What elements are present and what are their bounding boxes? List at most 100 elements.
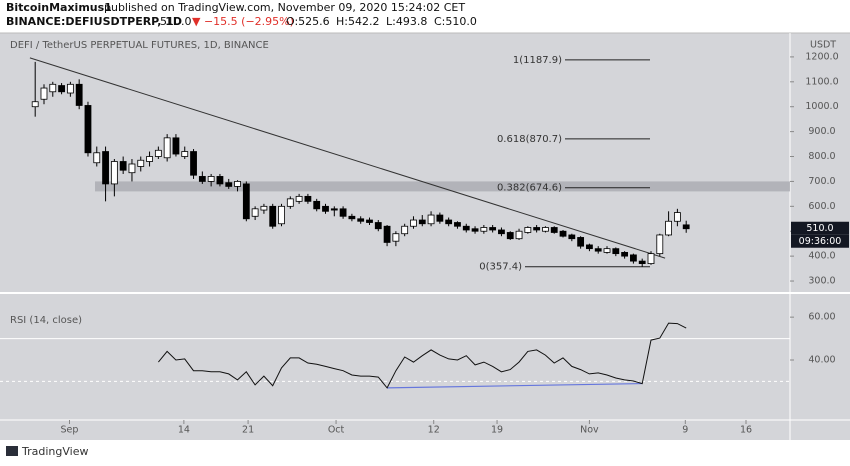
ohlc: O:525.6: [286, 15, 330, 28]
y-tick-label: 1000.0: [805, 101, 838, 112]
candle-body: [84, 105, 92, 154]
trendline: [29, 57, 666, 259]
candle-body: [454, 222, 461, 227]
footer: TradingView: [21, 445, 88, 458]
candle-body: [577, 237, 585, 247]
candle-body: [506, 232, 514, 240]
fib-label: 0(357.4): [479, 262, 522, 273]
candle-body: [163, 137, 171, 159]
logo: [6, 446, 18, 456]
candle-body: [31, 101, 39, 108]
chart-title: DEFI / TetherUS PERPETUAL FUTURES, 1D, B…: [10, 40, 269, 51]
y-tick-label: 300.0: [808, 276, 835, 287]
fib-label: 0.382(674.6): [497, 183, 562, 194]
candle-body: [278, 205, 285, 225]
candle-body: [401, 225, 409, 235]
candle-body: [533, 227, 541, 231]
y-tick-label: 900.0: [808, 126, 835, 137]
candle-body: [234, 181, 241, 187]
candle-body: [515, 230, 523, 240]
symbol: BINANCE:DEFIUSDTPERP, 1D: [6, 15, 182, 28]
candle-body: [154, 149, 162, 157]
axis-unit: USDT: [810, 40, 836, 51]
x-tick-label: Sep: [61, 425, 79, 436]
candle-body: [418, 219, 426, 225]
x-tick-label: Oct: [328, 425, 345, 436]
divergence-line: [387, 382, 643, 389]
countdown-label: 09:36:00: [799, 236, 842, 247]
candle-body: [550, 227, 558, 233]
y-tick-label: 400.0: [808, 251, 835, 262]
x-tick-label: 16: [740, 425, 752, 436]
fib-label: 0.618(870.7): [497, 134, 562, 145]
candle-body: [568, 234, 576, 240]
y-tick-label: 40.00: [808, 355, 835, 366]
candle-body: [66, 83, 74, 94]
x-tick-label: 12: [428, 425, 440, 436]
ohlc: C:510.0: [434, 15, 477, 28]
candle-body: [374, 222, 382, 230]
candle-body: [586, 244, 593, 250]
candle-body: [489, 227, 497, 231]
candle-body: [40, 87, 48, 100]
x-tick-label: 19: [491, 425, 503, 436]
price-tag-label: 510.0: [806, 223, 833, 234]
candle-body: [445, 219, 453, 225]
candle-body: [216, 176, 224, 185]
candle-body: [322, 205, 329, 212]
candle-body: [524, 227, 532, 233]
candle-body: [110, 161, 118, 185]
candle-body: [594, 248, 602, 252]
candle-body: [242, 183, 250, 220]
y-tick-label: 1200.0: [805, 51, 838, 62]
fib-label: 1(1187.9): [513, 55, 562, 66]
candle-body: [75, 83, 83, 106]
candle-body: [251, 208, 259, 217]
x-tick-label: 21: [242, 425, 254, 436]
candle-body: [49, 83, 57, 93]
y-tick-label: 600.0: [808, 201, 835, 212]
candle-body: [480, 227, 488, 232]
candle-body: [682, 224, 690, 230]
ohlc: L:493.8: [386, 15, 427, 28]
candle-body: [383, 225, 391, 243]
candle-body: [137, 159, 145, 167]
x-tick-label: Nov: [580, 425, 599, 436]
candle-body: [198, 176, 206, 182]
candle-body: [630, 254, 637, 262]
candle-body: [128, 163, 136, 174]
candle-body: [93, 152, 101, 164]
candle-body: [665, 220, 672, 236]
zone: [95, 181, 790, 192]
candle-body: [621, 251, 629, 257]
candle-body: [436, 214, 444, 222]
candle-body: [471, 228, 479, 232]
candle-body: [392, 233, 400, 242]
x-tick-label: 14: [178, 425, 190, 436]
candle-body: [647, 253, 655, 265]
ohlc: H:542.2: [336, 15, 379, 28]
candle-body: [357, 218, 365, 222]
candle-body: [207, 176, 215, 182]
candle-body: [603, 248, 611, 253]
candle-body: [269, 205, 277, 227]
candle-body: [181, 151, 189, 157]
candle-body: [339, 208, 347, 217]
candle-body: [295, 195, 303, 202]
rsi-title: RSI (14, close): [10, 315, 82, 326]
price-tag: [791, 221, 849, 235]
candle-body: [673, 212, 681, 222]
candle-body: [172, 137, 180, 155]
candle-body: [656, 234, 664, 255]
candle-body: [612, 248, 620, 255]
candle-body: [462, 225, 470, 231]
candle-body: [58, 85, 65, 93]
candle-body: [542, 227, 549, 232]
y-tick-label: 1100.0: [805, 76, 838, 87]
rsi-line: [158, 322, 687, 389]
change: ▼ −15.5 (−2.95%): [192, 15, 294, 28]
candle-body: [119, 161, 127, 171]
published: published on TradingView.com, November 0…: [104, 1, 465, 14]
